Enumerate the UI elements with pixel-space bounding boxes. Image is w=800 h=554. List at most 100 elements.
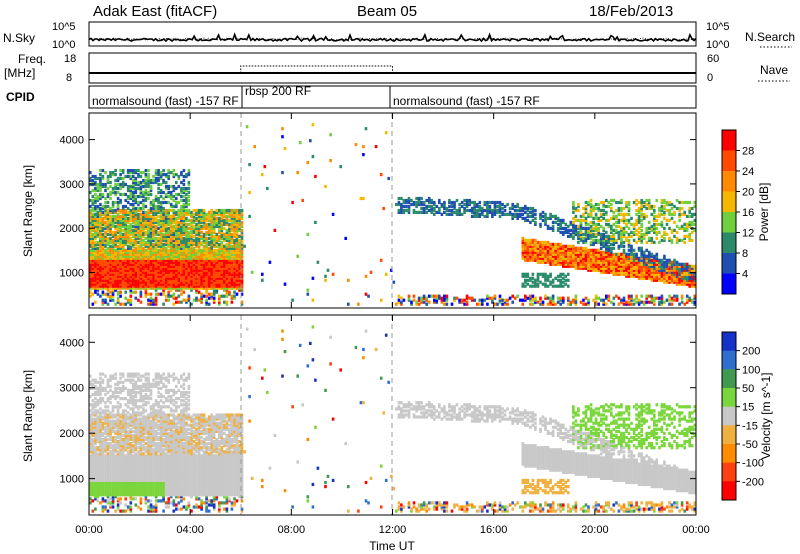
data-cell (569, 262, 573, 266)
data-cell (230, 236, 234, 240)
data-cell (617, 256, 621, 260)
data-cell (111, 254, 115, 258)
data-cell (139, 248, 143, 252)
data-cell (167, 169, 170, 173)
data-cell (99, 240, 102, 244)
data-cell (238, 216, 241, 220)
data-cell (233, 220, 236, 224)
data-cell (159, 286, 163, 290)
power-y-label: Slant Range [km] (21, 165, 35, 257)
data-cell (220, 222, 224, 226)
data-cell (200, 234, 203, 238)
data-cell (177, 250, 181, 254)
data-cell (503, 212, 507, 216)
sky-noise-trace (88, 32, 697, 43)
data-cell (422, 210, 426, 214)
data-cell (524, 294, 527, 298)
data-cell (91, 246, 95, 250)
data-cell (597, 228, 600, 232)
data-cell (205, 284, 208, 288)
data-cell (169, 260, 173, 264)
data-cell (688, 206, 691, 211)
data-cell (605, 248, 608, 252)
data-cell (185, 240, 188, 244)
data-cell (129, 186, 133, 191)
data-cell (109, 196, 112, 201)
data-cell (678, 280, 681, 284)
data-cell (678, 270, 681, 274)
data-cell (159, 171, 163, 175)
data-cell (470, 210, 474, 214)
data-cell (134, 178, 138, 183)
data-cell (685, 224, 689, 228)
data-cell (111, 186, 115, 191)
data-cell (215, 274, 219, 278)
data-cell (195, 270, 198, 274)
data-cell (675, 224, 679, 228)
data-cell (144, 270, 148, 274)
data-cell (142, 232, 145, 236)
data-cell (129, 218, 133, 222)
data-cell (647, 300, 651, 304)
data-cell (680, 262, 684, 266)
data-cell (589, 232, 593, 236)
data-cell (673, 266, 676, 270)
data-cell (655, 266, 659, 270)
data-cell (655, 296, 659, 300)
data-cell (594, 258, 598, 262)
data-cell (109, 232, 112, 236)
data-cell (511, 300, 514, 304)
data-cell (387, 176, 390, 181)
data-cell (142, 268, 145, 272)
data-cell (116, 222, 120, 226)
data-cell (564, 222, 568, 226)
data-cell (225, 286, 229, 290)
data-cell (663, 236, 666, 240)
data-cell (109, 246, 112, 250)
data-cell (534, 244, 537, 248)
data-cell (164, 260, 168, 264)
data-cell (89, 212, 92, 216)
data-cell (172, 204, 176, 209)
data-cell (157, 230, 160, 234)
data-cell (233, 218, 236, 222)
data-cell (230, 222, 234, 226)
data-cell (91, 248, 95, 252)
data-cell (104, 182, 107, 187)
data-cell (142, 224, 145, 228)
data-cell (116, 258, 120, 262)
data-cell (205, 256, 208, 260)
data-cell (119, 294, 122, 298)
data-cell (559, 302, 562, 306)
data-cell (491, 300, 494, 304)
data-cell (233, 262, 236, 266)
data-cell (635, 300, 638, 304)
data-cell (612, 266, 616, 270)
data-cell (602, 252, 605, 256)
data-cell (240, 248, 244, 252)
data-cell (531, 208, 535, 213)
data-cell (116, 278, 120, 282)
data-cell (577, 248, 580, 252)
data-cell (554, 250, 557, 254)
data-cell (592, 242, 595, 246)
data-cell (116, 214, 120, 218)
data-cell (89, 266, 92, 270)
data-cell (615, 258, 618, 262)
data-cell (554, 254, 557, 258)
data-cell (605, 302, 608, 306)
data-cell (549, 262, 552, 266)
data-cell (94, 260, 97, 264)
data-cell (99, 232, 102, 236)
data-cell (129, 246, 133, 250)
data-cell (524, 248, 527, 252)
data-cell (642, 276, 646, 280)
data-cell (207, 230, 211, 234)
data-cell (529, 298, 532, 302)
data-cell (142, 226, 145, 230)
data-cell (478, 200, 482, 205)
data-cell (640, 214, 643, 218)
data-cell (501, 206, 504, 211)
data-cell (283, 147, 287, 151)
data-cell (182, 236, 186, 240)
